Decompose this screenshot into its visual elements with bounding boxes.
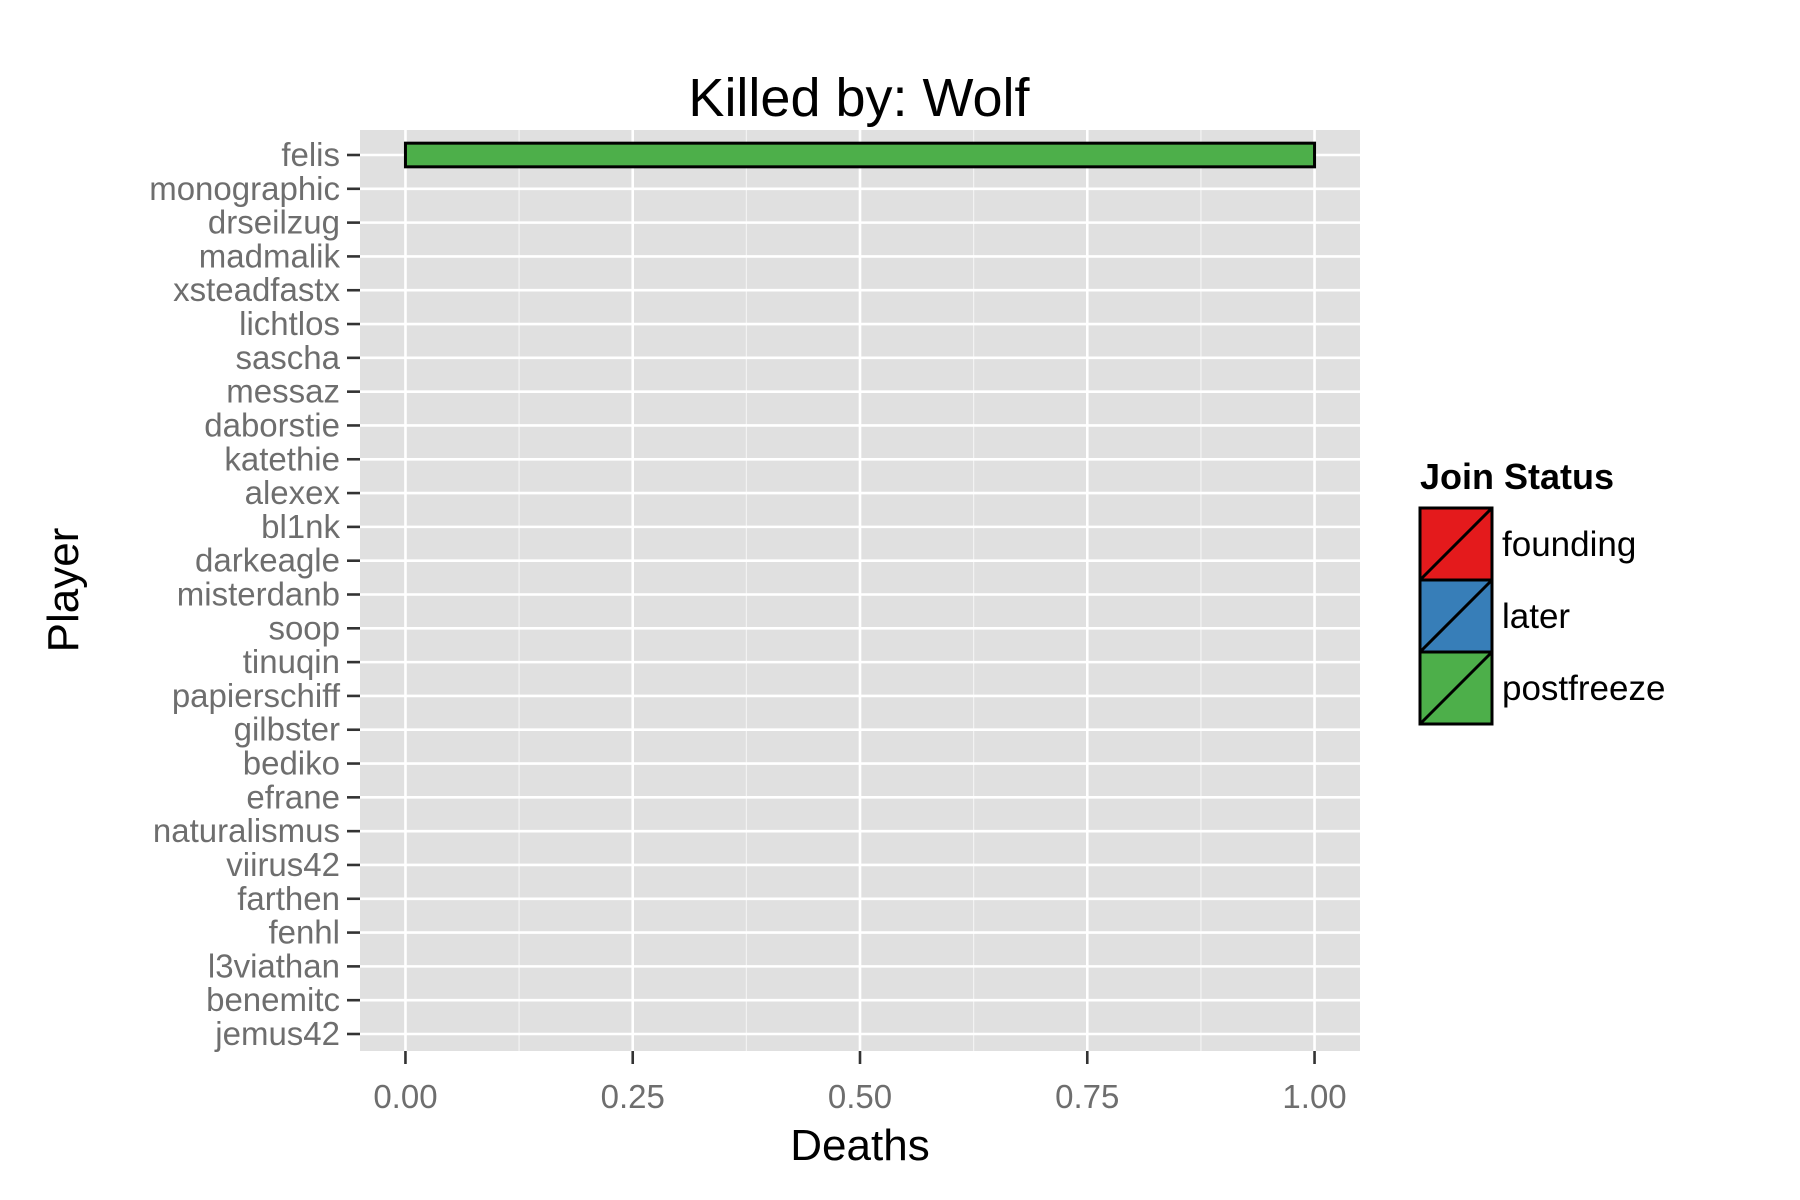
y-tick-label: soop	[268, 609, 340, 646]
bars	[403, 141, 1317, 169]
y-tick-label: sascha	[235, 339, 340, 376]
x-tick-label: 0.50	[828, 1078, 892, 1115]
y-tick-label: benemitc	[206, 981, 340, 1018]
y-tick-label: katethie	[224, 440, 340, 477]
y-tick-label: darkeagle	[195, 542, 340, 579]
y-tick-label: bediko	[243, 745, 340, 782]
y-tick-label: madmalik	[199, 237, 341, 274]
y-tick-label: xsteadfastx	[173, 271, 340, 308]
x-axis-title: Deaths	[790, 1121, 929, 1170]
legend-key-slash	[1418, 578, 1494, 654]
y-tick-label: misterdanb	[177, 576, 340, 613]
y-tick-label: papierschiff	[172, 677, 341, 714]
legend-label-postfreeze: postfreeze	[1502, 669, 1665, 708]
x-axis: 0.00 0.25 0.50 0.75 1.00	[373, 1051, 1347, 1115]
x-tick-label: 0.25	[601, 1078, 665, 1115]
legend-title: Join Status	[1420, 456, 1614, 497]
y-tick-label: naturalismus	[153, 812, 340, 849]
y-tick-label: farthen	[237, 880, 340, 917]
legend-label-founding: founding	[1502, 525, 1636, 564]
legend-label-later: later	[1502, 597, 1570, 636]
x-tick-label: 0.00	[373, 1078, 437, 1115]
y-tick-label: fenhl	[268, 914, 340, 951]
y-tick-label: daborstie	[204, 406, 340, 443]
bar-felis	[403, 141, 1317, 169]
y-tick-label: alexex	[245, 474, 341, 511]
y-tick-label: monographic	[149, 170, 340, 207]
y-tick-label: l3viathan	[208, 947, 340, 984]
y-tick-label: messaz	[226, 373, 340, 410]
y-tick-label: lichtlos	[239, 305, 340, 342]
y-tick-label: efrane	[246, 778, 340, 815]
legend-key-slash	[1418, 650, 1494, 726]
y-tick-label: gilbster	[234, 711, 340, 748]
legend-key-slash	[1418, 506, 1494, 582]
chart-title: Killed by: Wolf	[688, 68, 1030, 128]
y-tick-label: drseilzug	[208, 204, 340, 241]
y-axis-title: Player	[39, 528, 88, 653]
legend: Join Status founding later postfreeze	[1418, 456, 1665, 726]
y-axis: felismonographicdrseilzugmadmalikxsteadf…	[149, 136, 360, 1052]
y-tick-label: felis	[281, 136, 340, 173]
y-tick-label: tinuqin	[243, 643, 340, 680]
y-tick-label: bl1nk	[261, 508, 340, 545]
y-tick-label: jemus42	[214, 1015, 340, 1052]
x-tick-label: 1.00	[1282, 1078, 1346, 1115]
x-tick-label: 0.75	[1055, 1078, 1119, 1115]
y-tick-label: viirus42	[226, 846, 340, 883]
